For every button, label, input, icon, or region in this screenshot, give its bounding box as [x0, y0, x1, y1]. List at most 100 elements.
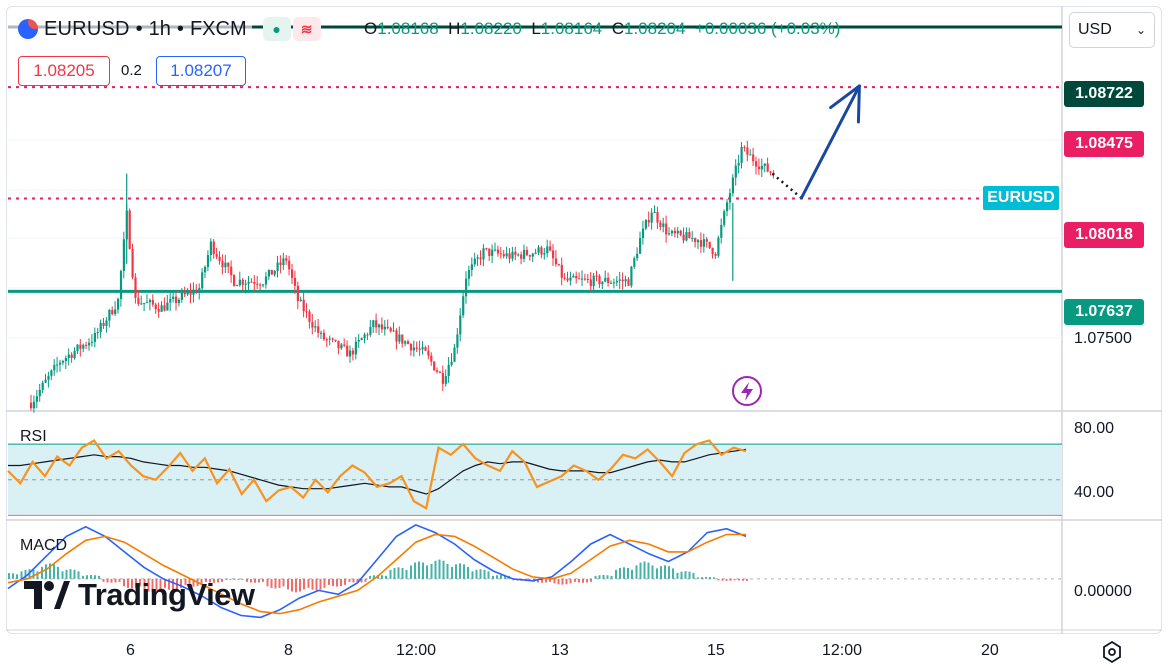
macd-histogram-bar — [668, 566, 670, 579]
macd-histogram-bar — [82, 575, 84, 579]
candle-body — [401, 334, 404, 344]
candle-body — [35, 396, 38, 402]
candle-body — [604, 277, 607, 282]
currency-select[interactable]: USD ⌄ — [1069, 12, 1155, 48]
candle-body — [624, 279, 627, 282]
candle-body — [44, 379, 47, 383]
candle-body — [679, 230, 682, 235]
candle-body — [749, 154, 752, 156]
candle-body — [172, 296, 175, 299]
candle-body — [552, 250, 555, 259]
macd-histogram-bar — [401, 567, 404, 579]
candle-body — [349, 350, 352, 357]
settings-icon[interactable] — [1100, 640, 1124, 664]
candle-body — [641, 228, 645, 239]
candle-body — [79, 344, 82, 349]
candle-body — [737, 162, 740, 166]
candle-body — [438, 371, 442, 373]
macd-histogram-bar — [127, 578, 129, 588]
candle-body — [554, 258, 558, 265]
macd-histogram-bar — [504, 575, 506, 579]
macd-histogram-bar — [102, 578, 105, 582]
macd-histogram-bar — [389, 569, 392, 579]
macd-histogram-bar — [348, 578, 351, 582]
candle-body — [137, 297, 140, 305]
symbol-legend[interactable]: EURUSD • 1h • FXCM ● ≋ — [18, 14, 321, 44]
candle-body — [227, 262, 230, 267]
macd-histogram-bar — [291, 578, 293, 592]
macd-histogram-bar — [574, 578, 576, 582]
macd-histogram-bar — [680, 571, 683, 579]
candle-body — [146, 302, 149, 304]
macd-histogram-bar — [123, 578, 125, 587]
candle-body — [285, 258, 288, 261]
candle-body — [30, 402, 33, 409]
candle-body — [630, 266, 633, 286]
candle-body — [421, 347, 424, 350]
macd-histogram-bar — [73, 569, 76, 579]
macd-histogram-bar — [65, 569, 68, 579]
market-status-pill[interactable]: ● ≋ — [262, 17, 321, 41]
brand-name: TradingView — [78, 577, 255, 612]
candle-body — [517, 254, 520, 256]
candle-body — [169, 298, 172, 303]
macd-histogram-bar — [36, 571, 39, 579]
candle-body — [583, 278, 587, 280]
candle-body — [537, 247, 540, 253]
candle-body — [407, 341, 410, 344]
candle-body — [273, 270, 276, 275]
candle-body — [215, 254, 218, 257]
candle-body — [50, 370, 53, 376]
macd-histogram-bar — [53, 564, 55, 579]
wave-icon: ≋ — [292, 17, 321, 41]
candle-body — [325, 339, 328, 341]
candle-body — [67, 354, 70, 358]
symbol-name[interactable]: EURUSD — [44, 17, 130, 40]
sell-price-button[interactable]: 1.08205 — [18, 56, 110, 86]
macd-histogram-bar — [500, 575, 502, 579]
market-open-dot-icon: ● — [262, 17, 291, 41]
macd-histogram-bar — [557, 578, 560, 585]
macd-histogram-bar — [258, 578, 260, 583]
candle-body — [473, 258, 476, 265]
candle-body — [64, 357, 67, 362]
macd-histogram-bar — [311, 578, 314, 590]
macd-histogram-bar — [225, 578, 228, 580]
timeframe-label[interactable]: 1h — [148, 17, 171, 40]
candle-body — [685, 232, 688, 241]
macd-histogram-bar — [422, 562, 424, 579]
macd-histogram-bar — [323, 578, 326, 588]
candle-body — [726, 202, 729, 212]
macd-histogram-bar — [615, 569, 617, 579]
macd-histogram-bar — [656, 568, 658, 579]
candle-body — [267, 269, 270, 277]
candle-body — [389, 327, 392, 332]
macd-histogram-bar — [282, 578, 285, 587]
buy-price-button[interactable]: 1.08207 — [156, 56, 246, 86]
candle-body — [378, 324, 381, 328]
candle-body — [560, 264, 563, 278]
candle-body — [322, 332, 326, 340]
candle-body — [175, 296, 178, 303]
macd-histogram-bar — [20, 571, 23, 579]
macd-histogram-bar — [692, 572, 695, 579]
candle-body — [763, 163, 766, 166]
rsi-band — [8, 444, 1062, 516]
time-label: 6 — [126, 642, 135, 659]
candle-body — [82, 344, 85, 349]
candle-body — [38, 389, 41, 397]
candle-body — [148, 300, 152, 303]
time-label: 20 — [981, 642, 999, 659]
candle-body — [346, 345, 349, 357]
candle-body — [343, 344, 346, 346]
rsi-ma-line — [8, 448, 747, 495]
macd-histogram-bar — [155, 578, 158, 592]
macd-histogram-bar — [623, 567, 625, 579]
candle-body — [528, 255, 531, 257]
macd-histogram-bar — [537, 578, 539, 583]
target-arrow-head — [856, 84, 861, 124]
flag-icon — [18, 19, 38, 39]
candle-body — [491, 249, 494, 256]
candle-body — [578, 278, 581, 280]
